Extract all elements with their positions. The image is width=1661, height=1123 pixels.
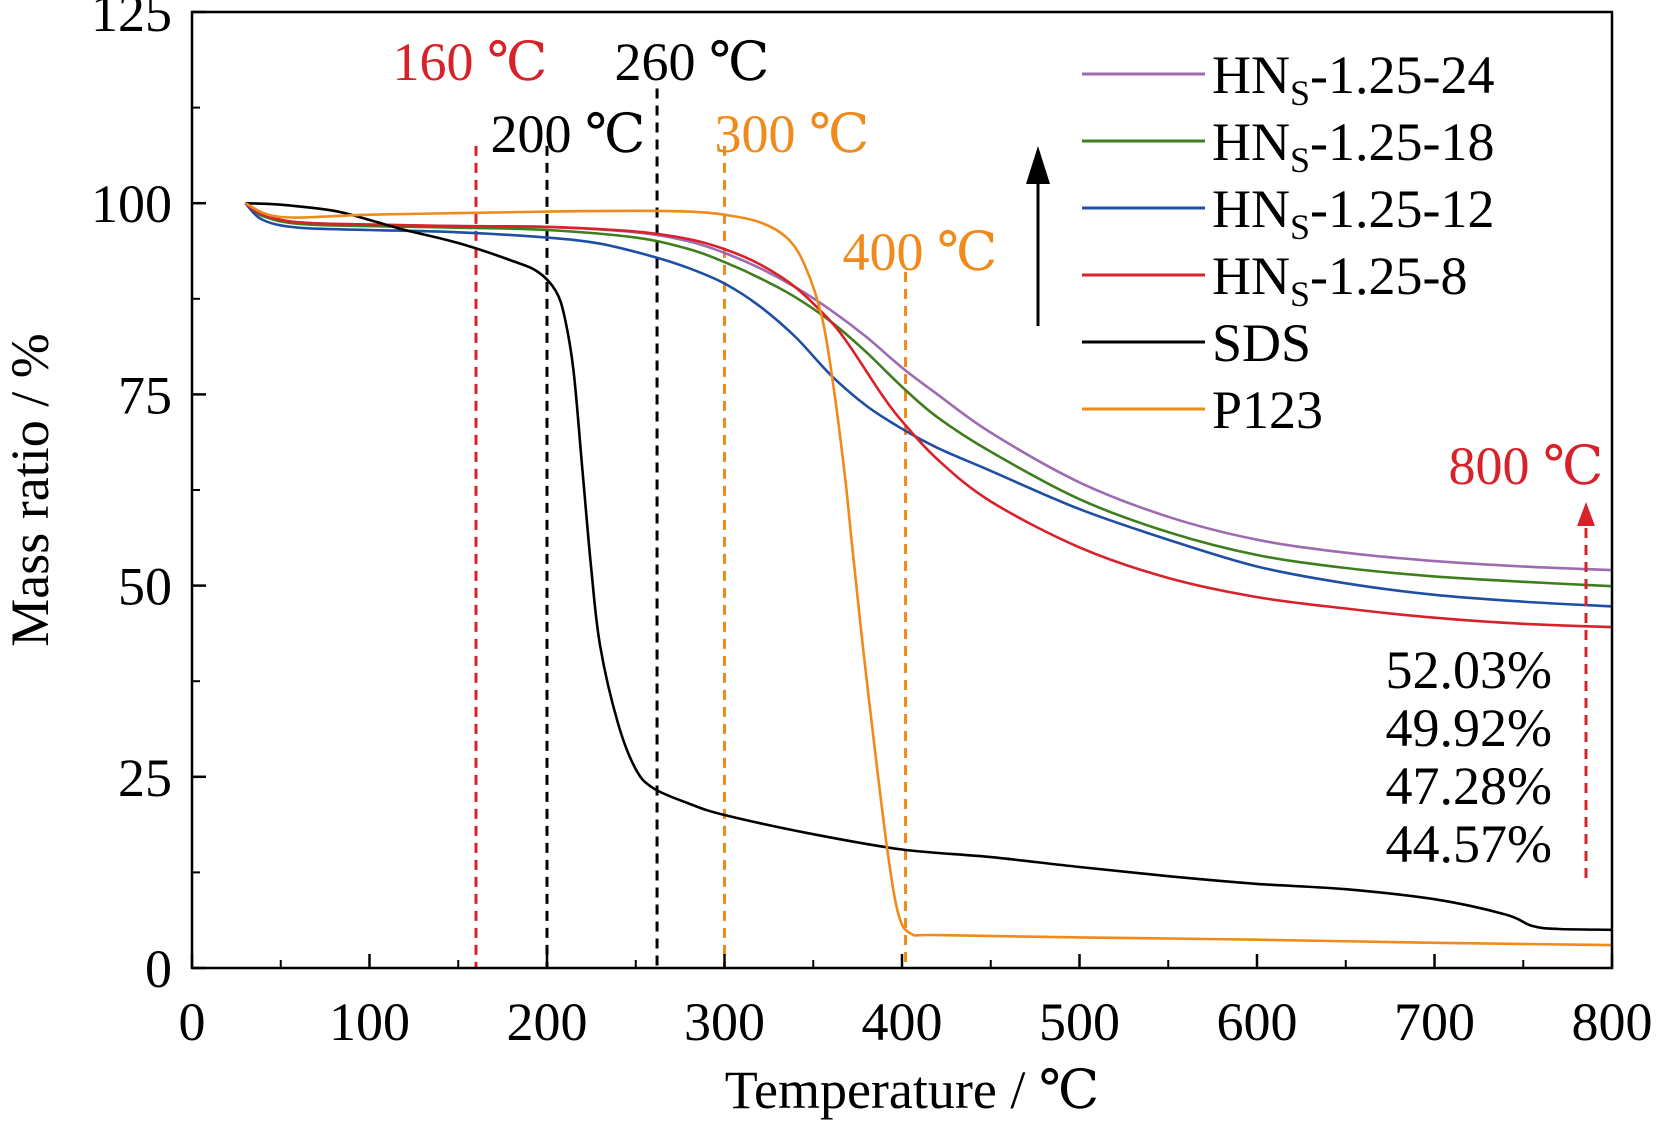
y-tick-label: 125 xyxy=(91,0,172,43)
y-axis-title: Mass ratio / % xyxy=(0,333,60,646)
x-tick-label: 600 xyxy=(1217,992,1298,1052)
annotation-label: 260 ℃ xyxy=(615,32,770,92)
x-tick-label: 400 xyxy=(862,992,943,1052)
y-tick-label: 100 xyxy=(91,174,172,234)
x-tick-label: 800 xyxy=(1572,992,1653,1052)
annotation-label: 400 ℃ xyxy=(843,222,998,282)
series-line-4 xyxy=(245,201,1613,932)
x-tick-label: 100 xyxy=(329,992,410,1052)
legend-label-subscript: S xyxy=(1290,73,1310,113)
legend-label-1: HNS-1.25-18 xyxy=(1212,112,1495,180)
trend-arrow-head xyxy=(1026,146,1050,184)
legend-label-5: P123 xyxy=(1212,380,1323,440)
legend-label-base: HN xyxy=(1212,179,1290,239)
series-line-1 xyxy=(244,202,1613,588)
x-axis-title: Temperature / ℃ xyxy=(725,1060,1099,1120)
x-tick-label: 500 xyxy=(1039,992,1120,1052)
series-line-3 xyxy=(244,202,1613,629)
series-line-5 xyxy=(244,201,1613,947)
legend-label-base: HN xyxy=(1212,246,1290,306)
annotation-label: 300 ℃ xyxy=(715,104,870,164)
legend-label-base: P123 xyxy=(1212,380,1323,440)
y-tick-label: 25 xyxy=(118,748,172,808)
x-tick-label: 700 xyxy=(1394,992,1475,1052)
legend-label-2: HNS-1.25-12 xyxy=(1212,179,1495,247)
legend-label-base: HN xyxy=(1212,112,1290,172)
x-tick-label: 200 xyxy=(507,992,588,1052)
legend-label-suffix: -1.25-8 xyxy=(1310,246,1467,306)
legend-label-suffix: -1.25-24 xyxy=(1310,45,1494,105)
legend-label-subscript: S xyxy=(1290,274,1310,314)
legend-label-4: SDS xyxy=(1212,313,1311,373)
legend-label-subscript: S xyxy=(1290,207,1310,247)
legend-label-0: HNS-1.25-24 xyxy=(1212,45,1495,113)
annotation-label: 800 ℃ xyxy=(1449,436,1604,496)
legend-label-base: SDS xyxy=(1212,313,1311,373)
annotation-label: 160 ℃ xyxy=(393,32,548,92)
residue-value: 49.92% xyxy=(1386,698,1552,758)
y-tick-label: 75 xyxy=(118,365,172,425)
legend-label-subscript: S xyxy=(1290,140,1310,180)
y-tick-label: 0 xyxy=(145,939,172,999)
legend-label-suffix: -1.25-12 xyxy=(1310,179,1494,239)
residue-value: 47.28% xyxy=(1386,756,1552,816)
residue-value: 52.03% xyxy=(1386,640,1552,700)
end-temp-arrow-head xyxy=(1577,502,1595,526)
legend-label-3: HNS-1.25-8 xyxy=(1212,246,1468,314)
residue-value: 44.57% xyxy=(1386,814,1552,874)
annotation-label: 200 ℃ xyxy=(491,104,646,164)
x-tick-label: 300 xyxy=(684,992,765,1052)
y-tick-label: 50 xyxy=(118,557,172,617)
legend-label-base: HN xyxy=(1212,45,1290,105)
legend-label-suffix: -1.25-18 xyxy=(1310,112,1494,172)
x-tick-label: 0 xyxy=(179,992,206,1052)
